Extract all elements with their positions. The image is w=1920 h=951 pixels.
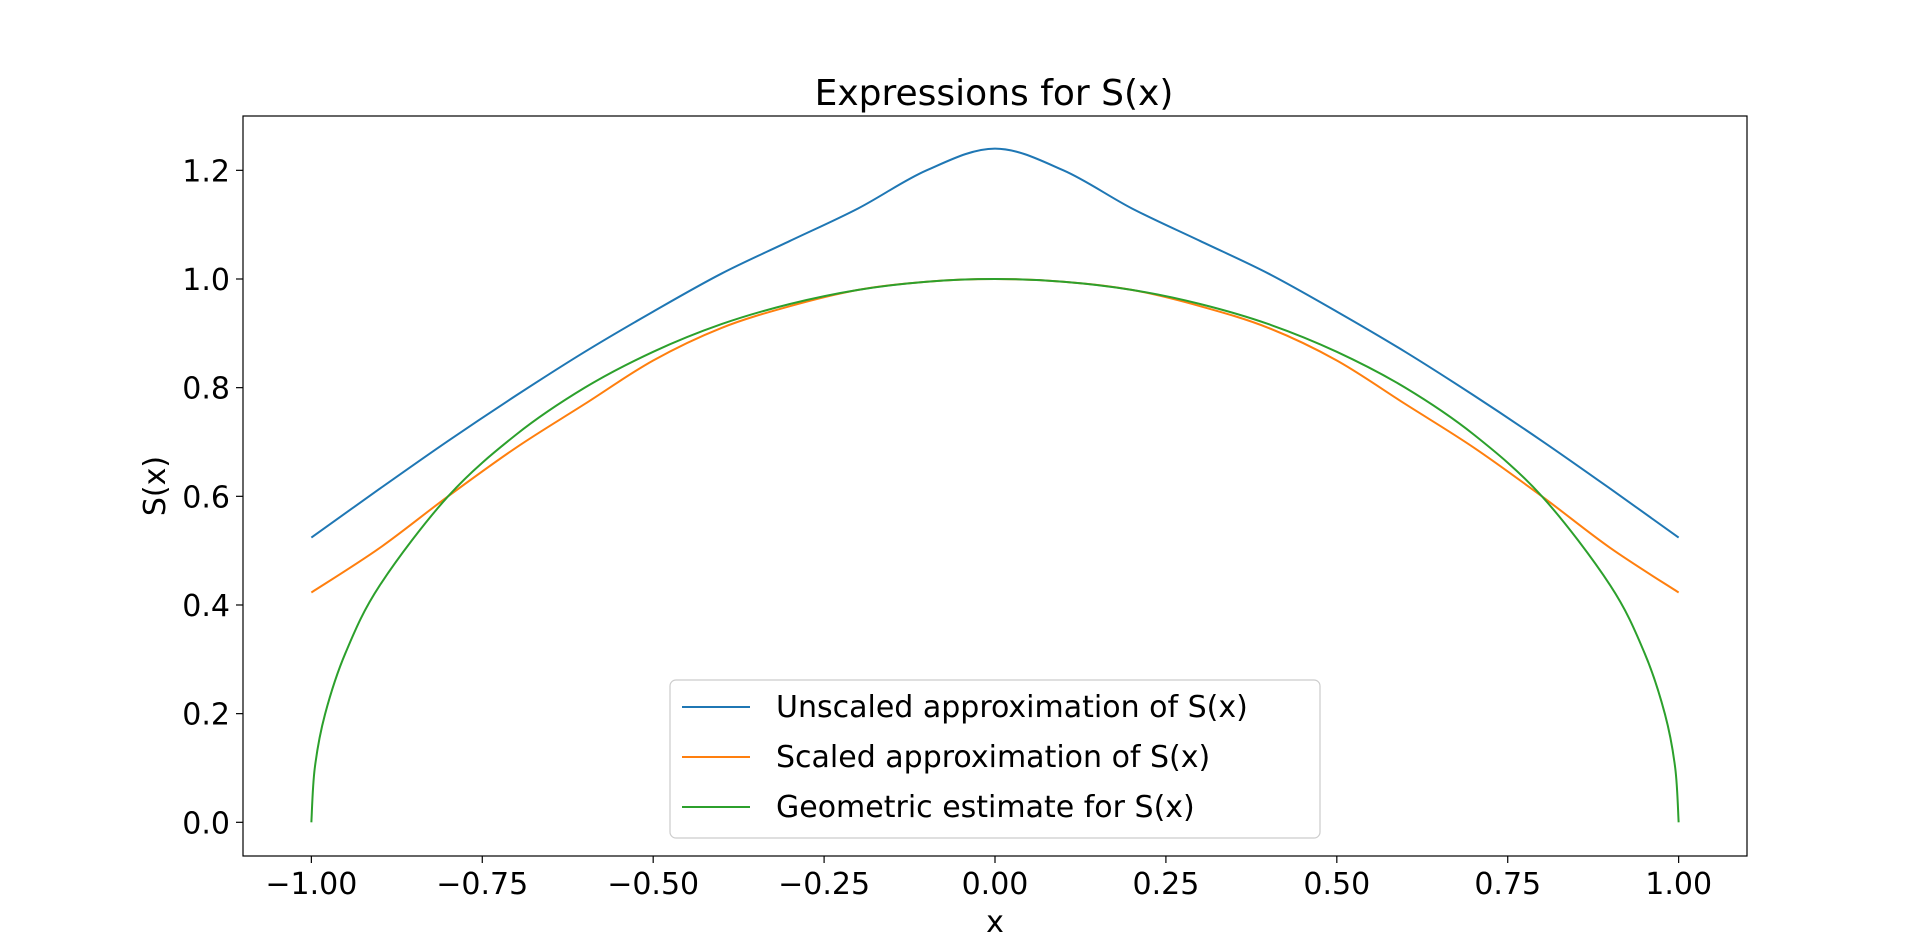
x-tick-label: 1.00 xyxy=(1645,867,1712,902)
series-line-geometric xyxy=(310,278,1680,823)
y-tick-label: 0.4 xyxy=(182,589,230,624)
legend-label-geometric: Geometric estimate for S(x) xyxy=(776,790,1195,825)
x-tick-label: −0.25 xyxy=(778,867,870,902)
x-axis-ticks: −1.00 −0.75 −0.50 −0.25 0.00 0.25 0.50 0.75 1.00 xyxy=(265,856,1712,902)
legend: Unscaled approximation of S(x) Scaled ap… xyxy=(669,679,1321,839)
x-tick-label: 0.50 xyxy=(1303,867,1370,902)
plot-lines xyxy=(310,147,1680,823)
y-tick-label: 0.2 xyxy=(182,698,230,733)
legend-box xyxy=(669,679,1321,839)
x-tick-label: 0.00 xyxy=(962,867,1029,902)
y-tick-label: 0.6 xyxy=(182,480,230,515)
y-tick-label: 1.0 xyxy=(182,263,230,298)
chart-title: Expressions for S(x) xyxy=(815,73,1174,114)
x-tick-label: −1.00 xyxy=(265,867,357,902)
legend-label-unscaled: Unscaled approximation of S(x) xyxy=(776,690,1248,725)
x-tick-label: −0.50 xyxy=(607,867,699,902)
x-axis-label: x xyxy=(986,905,1004,940)
series-line-unscaled xyxy=(310,147,1680,539)
x-tick-label: 0.25 xyxy=(1133,867,1200,902)
y-axis-label: S(x) xyxy=(138,456,173,516)
x-tick-label: −0.75 xyxy=(436,867,528,902)
legend-label-scaled: Scaled approximation of S(x) xyxy=(776,740,1210,775)
y-axis-ticks: 0.0 0.2 0.4 0.6 0.8 1.0 1.2 xyxy=(182,154,243,841)
x-tick-label: 0.75 xyxy=(1474,867,1541,902)
y-tick-label: 0.8 xyxy=(182,372,230,407)
y-tick-label: 0.0 xyxy=(182,806,230,841)
y-tick-label: 1.2 xyxy=(182,154,230,189)
